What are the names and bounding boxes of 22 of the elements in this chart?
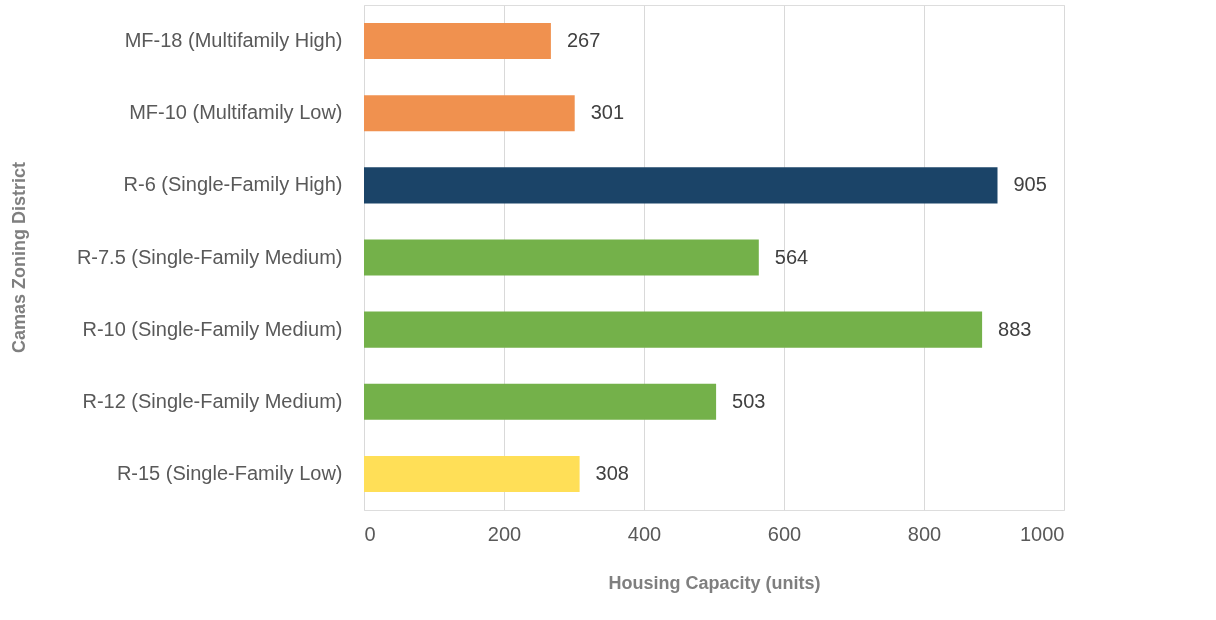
x-tick-label: 800 [907, 522, 942, 545]
x-tick-label: 200 [487, 522, 522, 545]
y-tick-label: R-7.5 (Single-Family Medium) [76, 245, 343, 268]
x-tick-label: 600 [767, 522, 802, 545]
y-tick-label: R-15 (Single-Family Low) [116, 461, 343, 484]
y-tick-label: MF-10 (Multifamily Low) [129, 101, 343, 124]
x-axis-title: Housing Capacity (units) [608, 572, 821, 593]
data-label: 564 [774, 245, 809, 268]
y-tick-label: R-6 (Single-Family High) [123, 173, 343, 196]
y-tick-label: R-10 (Single-Family Medium) [82, 317, 343, 340]
data-label: 308 [595, 461, 629, 484]
x-tick-label: 400 [627, 522, 662, 545]
x-tick-label: 0 [364, 522, 376, 545]
data-label: 267 [566, 29, 601, 52]
data-label: 503 [732, 389, 766, 412]
data-label: 905 [1013, 173, 1047, 196]
y-tick-label: MF-18 (Multifamily High) [124, 29, 343, 52]
data-label: 883 [998, 317, 1032, 340]
y-axis-title: Camas Zoning District [8, 161, 29, 354]
data-label: 301 [590, 101, 625, 124]
y-tick-label: R-12 (Single-Family Medium) [82, 389, 343, 412]
x-tick-label: 1000 [1020, 522, 1065, 545]
